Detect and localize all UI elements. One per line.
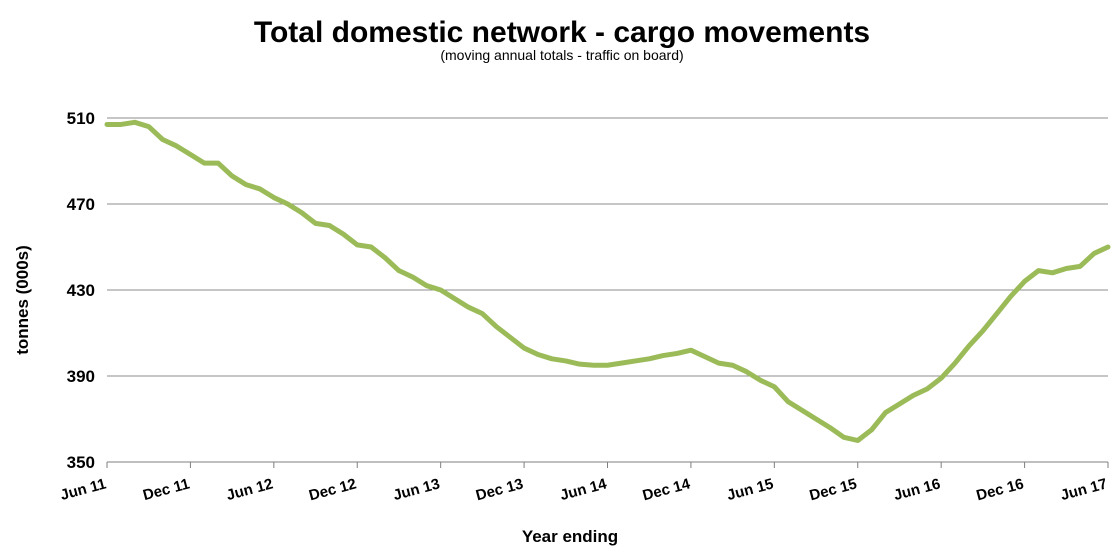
x-tick-label: Dec 11 <box>141 475 191 504</box>
series-line-1 <box>104 119 1111 443</box>
x-tick-label: Jun 11 <box>59 475 109 504</box>
y-tick-label: 390 <box>67 367 95 386</box>
x-tick-label: Dec 15 <box>808 475 859 504</box>
x-tick-label: Dec 13 <box>474 475 525 504</box>
chart-subtitle: (moving annual totals - traffic on board… <box>440 47 683 63</box>
x-tick-label: Jun 13 <box>391 475 441 504</box>
y-tick-label: 510 <box>67 109 95 128</box>
y-tick-label: 430 <box>67 281 95 300</box>
x-tick-label: Dec 14 <box>641 475 693 504</box>
x-tick-label: Jun 17 <box>1059 475 1109 504</box>
gridlines <box>107 117 1108 377</box>
x-tick-label: Dec 12 <box>307 475 358 504</box>
x-tick-label: Jun 15 <box>725 475 775 504</box>
y-axis-label: tonnes (000s) <box>13 245 32 355</box>
x-tick-label: Jun 14 <box>558 475 609 504</box>
y-axis-ticks: 350 390 430 470 510 <box>67 109 95 472</box>
y-tick-label: 350 <box>67 453 95 472</box>
x-tick-label: Jun 12 <box>225 475 275 504</box>
y-tick-label: 470 <box>67 195 95 214</box>
chart-title: Total domestic network - cargo movements <box>254 16 870 49</box>
series-group <box>104 119 1111 443</box>
x-tick-label: Jun 16 <box>892 475 942 504</box>
x-tick-label: Dec 16 <box>974 475 1025 504</box>
x-axis-label: Year ending <box>522 527 618 546</box>
x-axis-ticks: Jun 11 Dec 11 Jun 12 Dec 12 Jun 13 Dec 13 Jun … <box>59 462 1109 504</box>
